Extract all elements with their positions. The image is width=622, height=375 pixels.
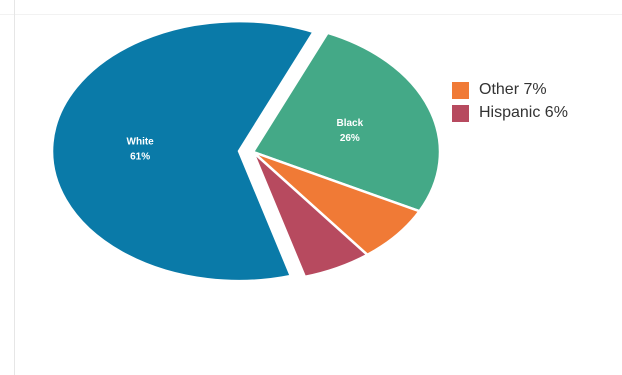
legend-label-other: Other 7%	[479, 81, 547, 98]
slice-label-black: Black	[336, 118, 363, 129]
legend: Other 7% Hispanic 6%	[452, 80, 568, 126]
top-divider	[0, 14, 622, 15]
slice-hispanic	[251, 151, 370, 279]
left-divider	[14, 0, 15, 375]
legend-item-other: Other 7%	[452, 80, 568, 100]
slice-label-white: White	[127, 137, 155, 148]
slice-white	[50, 19, 316, 283]
legend-item-hispanic: Hispanic 6%	[452, 103, 568, 123]
legend-swatch-hispanic	[452, 104, 469, 122]
slice-value-white: 61%	[130, 152, 150, 163]
legend-swatch-other	[452, 81, 469, 99]
legend-label-hispanic: Hispanic 6%	[479, 104, 568, 121]
slice-black	[251, 31, 442, 213]
slice-value-black: 26%	[340, 133, 360, 144]
